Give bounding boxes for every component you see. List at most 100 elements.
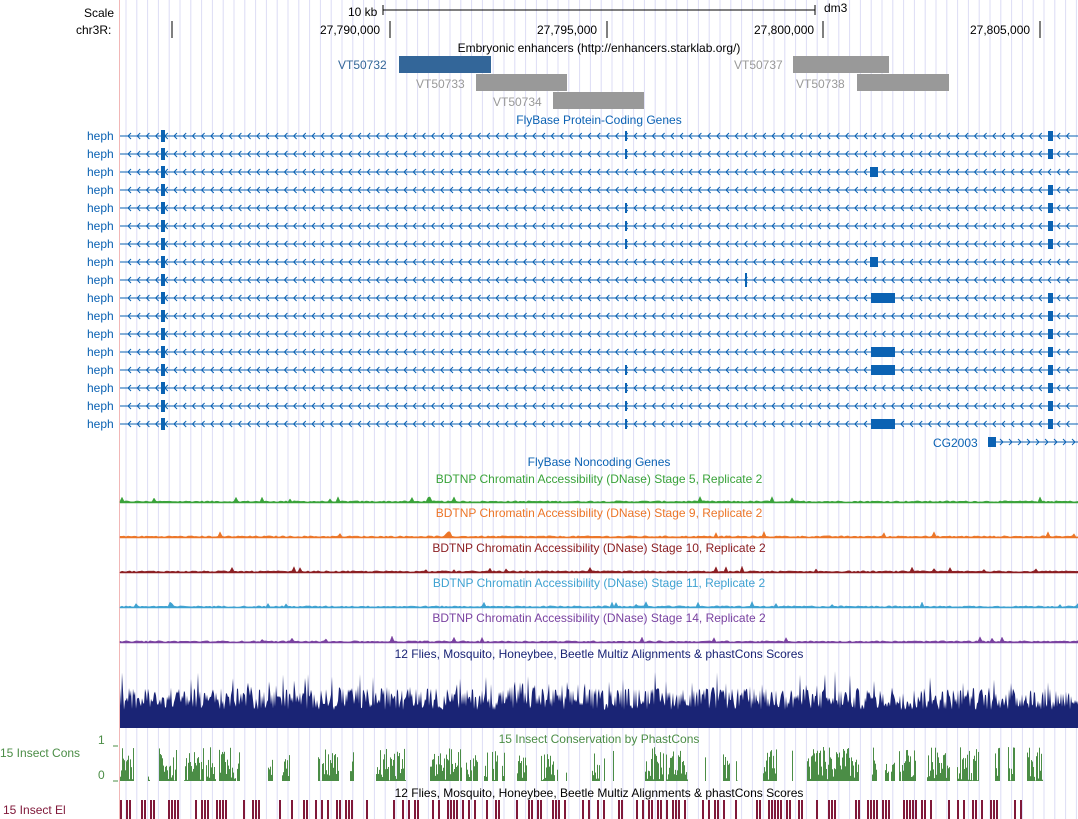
strand-arrow bbox=[476, 276, 481, 284]
enhancer-track-title[interactable]: Embryonic enhancers (http://enhancers.st… bbox=[457, 41, 741, 55]
gene-label-heph[interactable]: heph bbox=[87, 381, 114, 395]
strand-arrow bbox=[660, 384, 665, 392]
enhancer-label[interactable]: VT50732 bbox=[338, 58, 387, 72]
strand-arrow bbox=[670, 240, 675, 248]
cons-bar bbox=[329, 775, 330, 781]
conserved-element bbox=[219, 800, 221, 819]
strand-arrow bbox=[283, 204, 288, 212]
strand-arrow bbox=[486, 150, 491, 158]
cons-bar bbox=[820, 750, 821, 781]
strand-arrow bbox=[145, 204, 150, 212]
cons-bar bbox=[666, 754, 667, 781]
gene-label-heph[interactable]: heph bbox=[87, 255, 114, 269]
dnase-stage9-title[interactable]: BDTNP Chromatin Accessibility (DNase) St… bbox=[435, 506, 763, 520]
cons-bar bbox=[815, 761, 816, 781]
gene-label-heph[interactable]: heph bbox=[87, 363, 114, 377]
gene-label-heph[interactable]: heph bbox=[87, 183, 114, 197]
conserved-element bbox=[402, 800, 404, 819]
conserved-element bbox=[771, 800, 773, 819]
conserved-element bbox=[564, 800, 566, 819]
cons-bar bbox=[855, 762, 856, 781]
strand-arrow bbox=[1010, 402, 1015, 410]
gene-label-heph[interactable]: heph bbox=[87, 291, 114, 305]
conserved-element bbox=[1014, 800, 1016, 819]
conserved-element bbox=[666, 800, 668, 819]
elements-track-title[interactable]: 12 Flies, Mosquito, Honeybee, Beetle Mul… bbox=[394, 786, 804, 800]
gene-label-cg2003[interactable]: CG2003 bbox=[933, 436, 978, 450]
strand-arrow bbox=[467, 402, 472, 410]
strand-arrow bbox=[642, 348, 647, 356]
cons-side-label[interactable]: 15 Insect Cons bbox=[0, 746, 81, 760]
strand-arrow bbox=[752, 402, 757, 410]
strand-arrow bbox=[992, 348, 997, 356]
gene-label-heph[interactable]: heph bbox=[87, 165, 114, 179]
enhancer-label[interactable]: VT50734 bbox=[493, 95, 542, 109]
strand-arrow bbox=[762, 222, 767, 230]
gene-label-heph[interactable]: heph bbox=[87, 201, 114, 215]
strand-arrow bbox=[1038, 294, 1043, 302]
strand-arrow bbox=[762, 132, 767, 140]
strand-arrow bbox=[532, 132, 537, 140]
strand-arrow bbox=[449, 204, 454, 212]
strand-arrow bbox=[679, 150, 684, 158]
strand-arrow bbox=[936, 204, 941, 212]
noncoding-track-title[interactable]: FlyBase Noncoding Genes bbox=[527, 455, 671, 469]
assembly-label: dm3 bbox=[824, 1, 848, 15]
dnase-stage14-title[interactable]: BDTNP Chromatin Accessibility (DNase) St… bbox=[432, 611, 766, 625]
strand-arrow bbox=[504, 330, 509, 338]
strand-arrow bbox=[541, 420, 546, 428]
enhancer-label[interactable]: VT50737 bbox=[734, 58, 783, 72]
gene-label-heph[interactable]: heph bbox=[87, 273, 114, 287]
strand-arrow bbox=[826, 420, 831, 428]
gene-label-heph[interactable]: heph bbox=[87, 309, 114, 323]
strand-arrow bbox=[992, 420, 997, 428]
gene-label-heph[interactable]: heph bbox=[87, 399, 114, 413]
gene-label-heph[interactable]: heph bbox=[87, 327, 114, 341]
strand-arrow bbox=[587, 312, 592, 320]
strand-arrow bbox=[458, 420, 463, 428]
elements-side-label[interactable]: 15 Insect El bbox=[3, 803, 66, 817]
multiz-track-title[interactable]: 12 Flies, Mosquito, Honeybee, Beetle Mul… bbox=[394, 647, 804, 661]
gene-label-heph[interactable]: heph bbox=[87, 345, 114, 359]
strand-arrow bbox=[338, 258, 343, 266]
cons-bar bbox=[332, 753, 333, 781]
strand-arrow bbox=[844, 420, 849, 428]
conserved-element bbox=[327, 800, 329, 819]
strand-arrow bbox=[881, 276, 886, 284]
strand-arrow bbox=[817, 384, 822, 392]
strand-arrow bbox=[246, 150, 251, 158]
cons-bar bbox=[393, 759, 394, 781]
gene-label-heph[interactable]: heph bbox=[87, 237, 114, 251]
strand-arrow bbox=[743, 330, 748, 338]
strand-arrow bbox=[900, 240, 905, 248]
strand-arrow bbox=[789, 222, 794, 230]
dnase-stage11-title[interactable]: BDTNP Chromatin Accessibility (DNase) St… bbox=[432, 576, 766, 590]
enhancer-label[interactable]: VT50738 bbox=[796, 77, 845, 91]
strand-arrow bbox=[826, 276, 831, 284]
strand-arrow bbox=[927, 168, 932, 176]
dnase-stage5-title[interactable]: BDTNP Chromatin Accessibility (DNase) St… bbox=[435, 472, 763, 486]
cons-bar bbox=[133, 748, 134, 781]
strand-arrow bbox=[513, 132, 518, 140]
strand-arrow bbox=[1001, 150, 1006, 158]
strand-arrow bbox=[200, 168, 205, 176]
gene-label-heph[interactable]: heph bbox=[87, 129, 114, 143]
strand-arrow bbox=[670, 168, 675, 176]
enhancer-label[interactable]: VT50733 bbox=[416, 77, 465, 91]
strand-arrow bbox=[1065, 240, 1070, 248]
cons-bar bbox=[809, 766, 810, 781]
dnase-stage10-title[interactable]: BDTNP Chromatin Accessibility (DNase) St… bbox=[432, 541, 766, 555]
strand-arrow bbox=[964, 186, 969, 194]
protein-coding-track-title[interactable]: FlyBase Protein-Coding Genes bbox=[516, 113, 682, 127]
gene-label-heph[interactable]: heph bbox=[87, 219, 114, 233]
strand-arrow bbox=[605, 402, 610, 410]
strand-arrow bbox=[219, 330, 224, 338]
cons-track-title[interactable]: 15 Insect Conservation by PhastCons bbox=[498, 732, 700, 746]
strand-arrow bbox=[182, 330, 187, 338]
gene-label-heph[interactable]: heph bbox=[87, 417, 114, 431]
strand-arrow bbox=[1001, 294, 1006, 302]
strand-arrow bbox=[605, 150, 610, 158]
gene-label-heph[interactable]: heph bbox=[87, 147, 114, 161]
